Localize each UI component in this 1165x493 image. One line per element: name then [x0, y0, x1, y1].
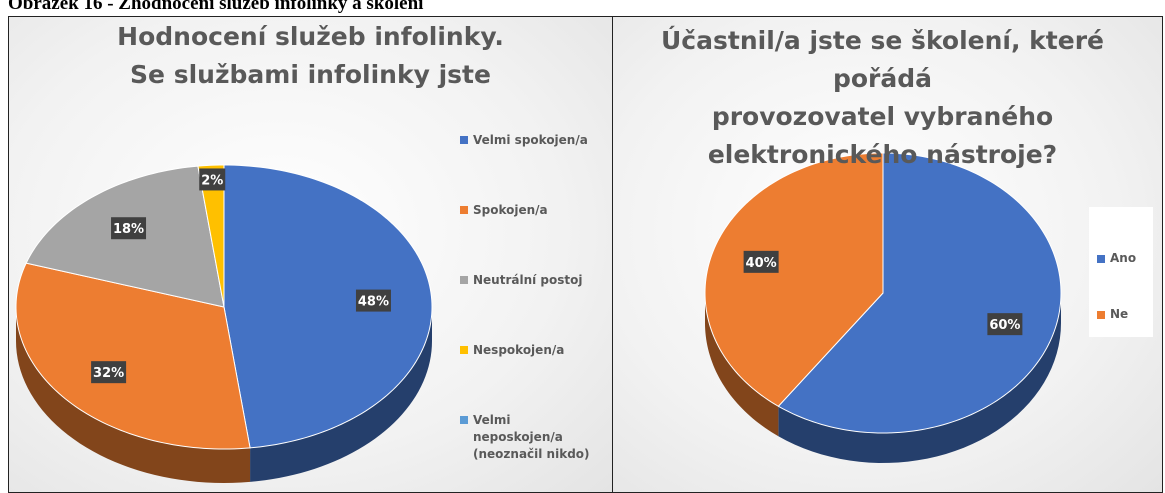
- legend: Ano Ne: [1089, 207, 1153, 337]
- data-label-box: [743, 250, 779, 273]
- legend-label: Velmi neposkojen/a (neoznačil nikdo): [473, 413, 590, 461]
- legend-entry: Velmi neposkojen/a (neoznačil nikdo): [460, 412, 603, 463]
- legend-swatch: [460, 416, 468, 424]
- legend-label: Neutrální postoj: [473, 273, 583, 287]
- legend-swatch: [1097, 255, 1105, 263]
- pie-slice: [223, 164, 433, 449]
- data-label: 18%: [113, 222, 144, 237]
- caption: Obrázek 16 - Zhodnocení služeb infolinky…: [8, 0, 424, 14]
- legend-label: Spokojen/a: [473, 203, 548, 217]
- pie-slice: [15, 262, 251, 450]
- title-line: Hodnocení služeb infolinky.: [117, 22, 504, 51]
- legend-swatch: [460, 276, 468, 284]
- slice-side: [16, 307, 251, 483]
- title-line: provozovatel vybraného: [711, 102, 1054, 131]
- legend-entry: Ne: [1097, 307, 1128, 321]
- data-label-box: [355, 289, 391, 312]
- data-label-box: [111, 217, 147, 240]
- chart-title: Účastnil/a jste se školení, které pořádá…: [613, 22, 1157, 174]
- chart-panel: 48% 32% 18% 2% Hodnocení služeb infolinky. …: [8, 16, 613, 493]
- legend-entry: Ano: [1097, 251, 1136, 265]
- legend-entry: Neutrální postoj: [460, 272, 603, 289]
- legend-swatch: [1097, 311, 1105, 319]
- legend-entry: Velmi spokojen/a: [460, 132, 603, 149]
- chart-panel: 60% 40% Účastnil/a jste se školení, které…: [612, 16, 1163, 493]
- data-label-box: [199, 168, 226, 191]
- data-label: 40%: [746, 256, 777, 271]
- chart-title: Hodnocení služeb infolinky. Se službami …: [9, 18, 612, 94]
- slice-side: [705, 293, 779, 437]
- slice-side: [778, 293, 1061, 463]
- pie-slice: [777, 152, 1062, 434]
- legend-label: Ne: [1110, 307, 1129, 321]
- title-line: elektronického nástroje?: [707, 140, 1058, 169]
- legend-label: Ano: [1110, 251, 1137, 265]
- legend-entry: Spokojen/a: [460, 202, 603, 219]
- legend-swatch: [460, 346, 468, 354]
- pie-chart: 60% 40%: [704, 152, 1062, 463]
- pie-slice: [704, 152, 884, 407]
- data-label: 32%: [93, 366, 124, 381]
- data-label-box: [91, 361, 127, 384]
- title-line: Se službami infolinky jste: [130, 60, 491, 89]
- data-label: 48%: [358, 295, 389, 310]
- data-label-box: [987, 313, 1023, 336]
- data-label: 2%: [201, 173, 223, 188]
- legend-swatch: [460, 206, 468, 214]
- legend: Velmi spokojen/a Spokojen/a Neutrální post…: [452, 17, 612, 487]
- legend-entry: Nespokojen/a: [460, 342, 603, 359]
- legend-label: Nespokojen/a: [473, 343, 565, 357]
- data-label: 60%: [989, 318, 1020, 333]
- legend-swatch: [460, 136, 468, 144]
- pie-slice: [197, 164, 225, 308]
- title-line: Účastnil/a jste se školení, které pořádá: [661, 26, 1104, 93]
- pie-chart: 48% 32% 18% 2%: [15, 164, 433, 483]
- slice-side: [250, 307, 432, 482]
- legend-label: Velmi spokojen/a: [473, 133, 588, 147]
